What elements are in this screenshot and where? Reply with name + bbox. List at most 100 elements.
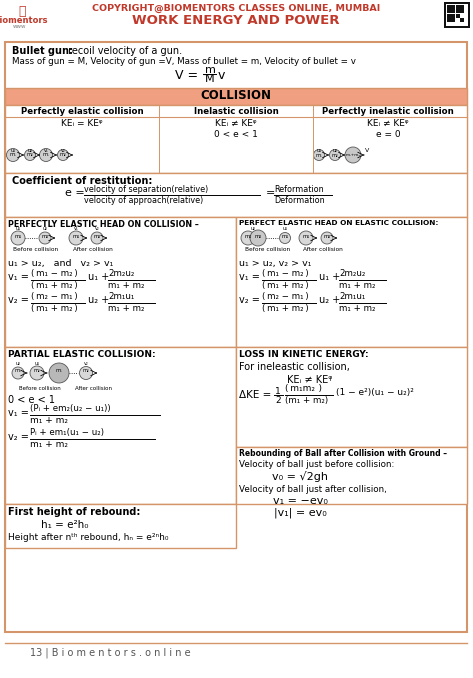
Text: m₂: m₂ [324,234,331,239]
Text: v₁ = −ev₀: v₁ = −ev₀ [272,496,327,506]
Text: |v₁| = ev₀: |v₁| = ev₀ [273,507,326,517]
Text: V = −: V = − [175,69,213,82]
Circle shape [69,231,83,245]
Text: Perfectly elastic collision: Perfectly elastic collision [21,107,143,116]
Text: KEᵢ ≠ KEᵠ: KEᵢ ≠ KEᵠ [287,375,333,385]
Text: m₁: m₁ [9,151,17,157]
Text: (m₁ + m₂): (m₁ + m₂) [285,396,328,405]
Text: v₂: v₂ [95,226,99,231]
Bar [5,42,467,632]
Text: m₁ + m₂: m₁ + m₂ [108,281,144,290]
Text: Bullet gun:: Bullet gun: [12,46,73,56]
Text: m₂: m₂ [34,368,40,373]
Text: m: m [205,65,216,75]
Bar [236,447,467,504]
Bar [447,14,455,22]
Text: v₁ =: v₁ = [239,272,260,282]
Text: v₁ =: v₁ = [8,272,29,282]
Bar [0,0,473,44]
Bar [5,347,236,504]
Circle shape [40,148,53,161]
Text: KEᵢ ≠ KEᵠ: KEᵢ ≠ KEᵠ [215,119,257,128]
Text: m₁: m₁ [302,234,310,239]
Circle shape [91,232,103,244]
Text: u₁: u₁ [10,148,16,153]
Text: PERFECT ELASTIC HEAD ON ELASTIC COLLISION:: PERFECT ELASTIC HEAD ON ELASTIC COLLISIO… [239,220,438,226]
Circle shape [321,232,333,244]
Text: 2m₁u₁: 2m₁u₁ [339,292,365,301]
Text: KEᵢ = KEᵠ: KEᵢ = KEᵠ [61,119,103,128]
Text: COPYRIGHT@BIOMENTORS CLASSES ONLINE, MUMBAI: COPYRIGHT@BIOMENTORS CLASSES ONLINE, MUM… [92,4,380,13]
Text: h₁ = e²h₀: h₁ = e²h₀ [41,520,89,530]
Text: (Pᵢ + em₂(u₂ − u₁)): (Pᵢ + em₂(u₂ − u₁)) [30,404,111,413]
Text: u₁: u₁ [282,226,288,231]
Text: 0 < e < 1: 0 < e < 1 [214,130,258,139]
Text: Before collision: Before collision [245,247,290,252]
Text: u₁ > u₂,   and   v₂ > v₁: u₁ > u₂, and v₂ > v₁ [8,259,114,268]
Text: u₁: u₁ [35,361,40,366]
Text: u₂: u₂ [16,361,20,366]
Bar [447,5,455,13]
Circle shape [49,363,69,383]
Bar [444,2,470,28]
Text: u₂ +: u₂ + [88,295,109,305]
Text: m₂: m₂ [26,151,34,157]
Text: v₂ =: v₂ = [239,295,260,305]
Text: 2m₂u₂: 2m₂u₂ [108,269,134,278]
Text: After collision: After collision [303,247,343,252]
Text: 1: 1 [275,387,281,396]
Text: For ineleastic collision,: For ineleastic collision, [239,362,350,372]
Text: Before collision: Before collision [19,386,61,391]
Text: ( m₁m₂  ): ( m₁m₂ ) [285,384,322,393]
Circle shape [79,367,93,380]
Text: 2m₂u₂: 2m₂u₂ [339,269,365,278]
Circle shape [330,150,341,161]
Text: m₁ + m₂: m₁ + m₂ [339,304,376,313]
Text: =: = [266,188,275,198]
Text: Inelastic collision: Inelastic collision [193,107,279,116]
Text: 13 | B i o m e n t o r s . o n l i n e: 13 | B i o m e n t o r s . o n l i n e [30,648,191,658]
Text: m₁: m₁ [72,234,79,239]
Text: u₂: u₂ [251,226,255,231]
Text: ( m₁ − m₂ ): ( m₁ − m₂ ) [31,269,78,278]
Circle shape [12,367,24,379]
Text: m₂: m₂ [254,234,262,239]
Text: v₂: v₂ [84,361,88,366]
Text: recoil velocity of a gun.: recoil velocity of a gun. [65,46,182,56]
Circle shape [314,150,324,161]
Text: v₁ =: v₁ = [8,408,29,418]
Bar [5,173,467,217]
Text: (1 − e²)(u₁ − u₂)²: (1 − e²)(u₁ − u₂)² [336,388,414,397]
Text: COLLISION: COLLISION [201,89,272,102]
Text: e =: e = [65,188,85,198]
Circle shape [7,148,19,161]
Text: Biomentors: Biomentors [0,16,47,25]
Text: v₁: v₁ [44,148,48,153]
Text: u₁ +: u₁ + [88,272,109,282]
Text: Rebounding of Ball after Collision with Ground –: Rebounding of Ball after Collision with … [239,449,447,458]
Circle shape [39,232,51,244]
Text: m₂: m₂ [41,234,49,239]
Circle shape [25,150,35,161]
Text: velocity of approach(relative): velocity of approach(relative) [84,196,203,205]
Text: u₂: u₂ [333,148,338,153]
Text: m₁: m₁ [15,368,21,373]
Text: First height of rebound:: First height of rebound: [8,507,140,517]
Text: www: www [13,24,27,29]
Text: m₁+m₂: m₁+m₂ [345,153,360,157]
Text: v₂ =: v₂ = [8,432,29,442]
Circle shape [280,233,290,243]
Text: u₁: u₁ [16,226,20,231]
Bar [236,217,467,347]
Bar [446,4,468,26]
Text: v₂: v₂ [61,148,65,153]
Text: m₁ + m₂: m₁ + m₂ [108,304,144,313]
Text: ( m₁ − m₂ ): ( m₁ − m₂ ) [262,269,308,278]
Text: ( m₁ + m₂ ): ( m₁ + m₂ ) [262,304,308,313]
Text: m₂: m₂ [332,153,338,158]
Text: 🐦: 🐦 [18,5,26,18]
Text: After collision: After collision [75,386,112,391]
Text: m₁ + m₂: m₁ + m₂ [339,281,376,290]
Text: Velocity of ball just after collision,: Velocity of ball just after collision, [239,485,387,494]
Text: Reformation: Reformation [274,185,324,194]
